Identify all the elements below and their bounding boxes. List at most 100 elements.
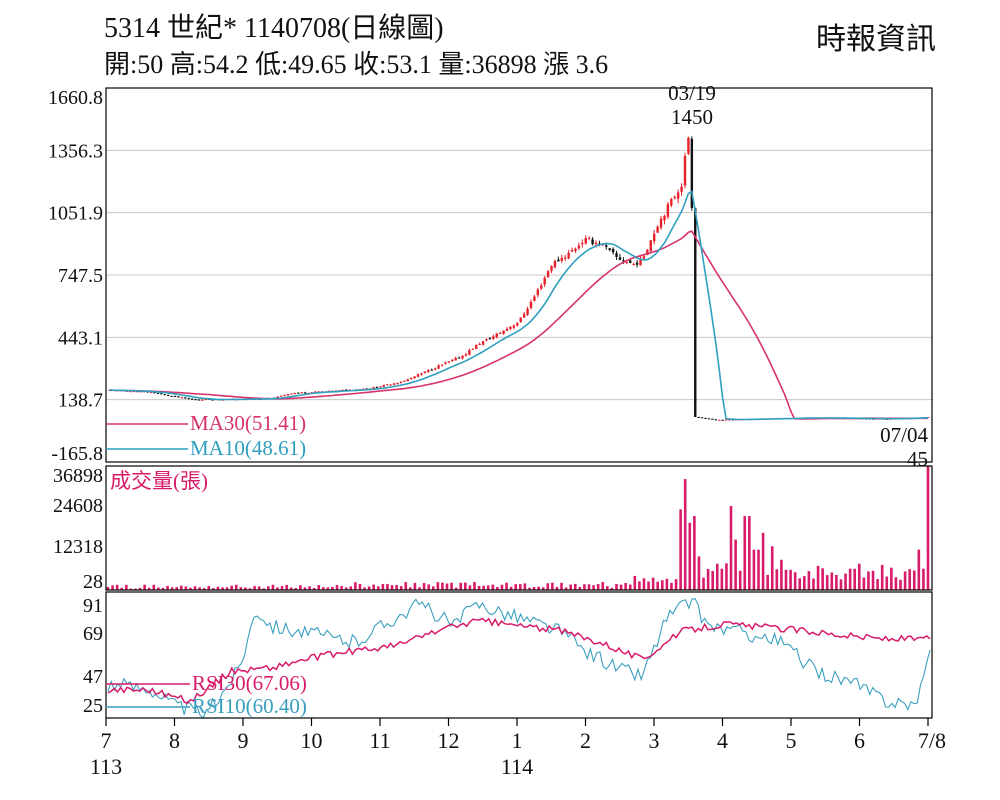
candle-body	[618, 257, 622, 260]
volume-bar	[725, 563, 728, 590]
price-candle	[670, 197, 673, 208]
candle-body	[577, 245, 581, 249]
volume-bar	[294, 588, 298, 590]
candle-body	[293, 393, 297, 395]
candle-body	[663, 215, 666, 221]
volume-bar	[839, 579, 843, 590]
volume-bar	[665, 578, 669, 590]
volume-bar	[523, 583, 527, 590]
legend-ma10: MA10(48.61)	[190, 436, 306, 460]
candle-body	[173, 395, 177, 397]
volume-bar	[482, 585, 485, 590]
volume-bar	[303, 587, 307, 590]
candle-body	[488, 338, 492, 340]
candle-body	[406, 379, 409, 382]
volume-bar	[793, 572, 797, 590]
volume-bar	[729, 505, 733, 590]
candle-body	[427, 369, 430, 372]
volume-bar	[555, 586, 559, 590]
volume-bar	[326, 587, 330, 590]
ohlc-summary: 開:50 高:54.2 低:49.65 收:53.1 量:36898 漲 3.6	[104, 50, 609, 79]
x-tick-label: 3	[649, 728, 660, 753]
price-candle	[509, 325, 512, 331]
volume-bar	[560, 582, 563, 590]
price-candle	[591, 237, 594, 246]
price-candle	[522, 312, 526, 318]
price-tick-label: 747.5	[58, 265, 103, 287]
volume-bar	[903, 571, 907, 590]
volume-bar	[221, 587, 224, 590]
candle-body	[478, 344, 481, 346]
candle-body	[543, 277, 546, 285]
candle-body	[680, 186, 683, 192]
candle-body	[389, 384, 392, 386]
volume-bar	[683, 479, 687, 590]
candle-body	[605, 245, 608, 247]
x-tick-label: 5	[786, 728, 797, 753]
x-tick-label: 9	[238, 728, 249, 753]
volume-bar	[615, 583, 618, 590]
volume-bar	[780, 559, 783, 590]
volume-bar	[496, 586, 499, 590]
volume-bar	[541, 587, 545, 590]
candle-body	[160, 393, 163, 395]
volume-bar	[477, 585, 481, 590]
price-candle	[680, 183, 683, 196]
volume-bar	[619, 584, 623, 590]
volume-bar	[106, 587, 110, 590]
price-candle	[444, 361, 447, 365]
x-tick-label: 2	[580, 728, 591, 753]
candle-body	[279, 395, 283, 397]
candle-body	[570, 249, 574, 252]
candle-body	[492, 336, 495, 339]
candle-body	[447, 361, 451, 363]
candle-body	[440, 364, 444, 366]
price-candle	[611, 247, 615, 255]
volume-bar	[835, 574, 838, 590]
x-tick-label: 10	[301, 728, 323, 753]
volume-bar	[381, 584, 385, 590]
candle-body	[529, 301, 533, 308]
price-candle	[451, 359, 454, 362]
price-candle	[526, 306, 529, 316]
candle-body	[560, 257, 563, 261]
price-candle	[587, 235, 591, 240]
candle-body	[297, 392, 300, 394]
chart-frame	[105, 87, 933, 726]
candle-body	[676, 192, 680, 199]
volume-bar	[312, 587, 316, 590]
data-source-label: 時報資訊	[816, 23, 936, 56]
price-candle	[177, 396, 180, 398]
price-candle	[454, 356, 457, 361]
rsi10-line	[107, 598, 931, 719]
candle-body	[433, 368, 437, 370]
candle-body	[574, 248, 577, 252]
volume-bar	[230, 585, 233, 590]
volume-bar	[349, 586, 353, 590]
candle-body	[498, 333, 502, 335]
volume-bar	[340, 586, 343, 590]
volume-bar	[418, 587, 421, 590]
volume-bar	[395, 584, 398, 590]
candle-body	[564, 257, 567, 259]
price-candle	[382, 384, 386, 388]
price-candle	[577, 242, 581, 251]
volume-bar	[821, 568, 824, 590]
volume-bar	[679, 509, 682, 590]
price-candle	[492, 334, 495, 340]
candle-body	[475, 344, 478, 350]
candle-body	[611, 248, 615, 253]
volume-bar	[748, 516, 751, 590]
volume-bar	[899, 579, 902, 590]
candle-body	[444, 362, 447, 364]
volume-bar	[761, 532, 765, 590]
candle-body	[711, 418, 714, 420]
price-candle	[683, 152, 687, 189]
price-candle	[399, 381, 403, 384]
price-candle	[673, 195, 676, 200]
volume-bar	[642, 578, 646, 590]
price-candle	[550, 265, 553, 274]
rsi-tick-label: 69	[83, 623, 103, 645]
price-candle	[574, 247, 577, 253]
volume-tick-label: 12318	[53, 536, 103, 558]
